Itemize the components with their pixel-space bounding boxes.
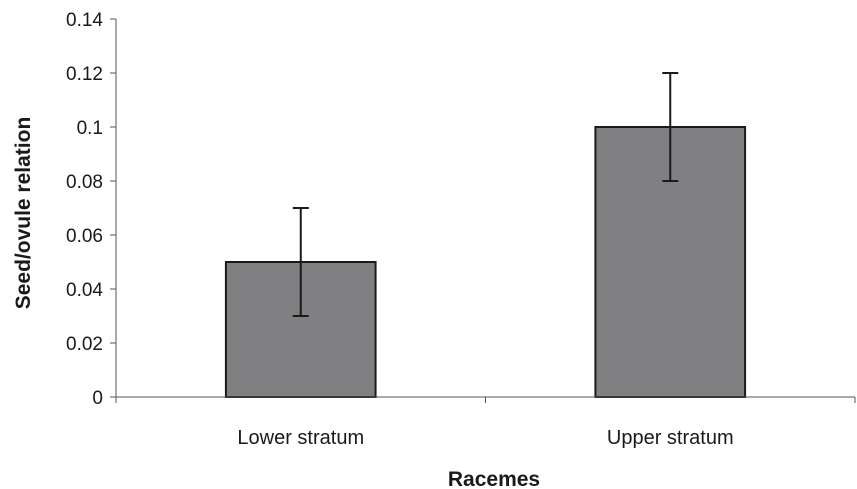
y-tick-label: 0.12 [66,64,103,85]
x-axis: Lower stratum Upper stratum [115,396,856,449]
y-tick-label: 0 [92,388,103,409]
y-axis: 0 0.02 0.04 0.06 0.08 0.1 0.12 0.14 [66,10,117,409]
y-tick-label: 0.06 [66,226,103,247]
y-axis-title: Seed/ovule relation [12,117,35,310]
y-tick-label: 0.08 [66,172,103,193]
y-tick-label: 0.04 [66,280,103,301]
plot-area [224,72,747,398]
x-axis-title: Racemes [448,468,540,489]
x-tick-label: Upper stratum [607,427,734,449]
y-tick-label: 0.1 [77,118,103,139]
y-tick-label: 0.14 [66,10,103,31]
y-tick-label: 0.02 [66,334,103,355]
x-tick-label: Lower stratum [237,427,364,449]
